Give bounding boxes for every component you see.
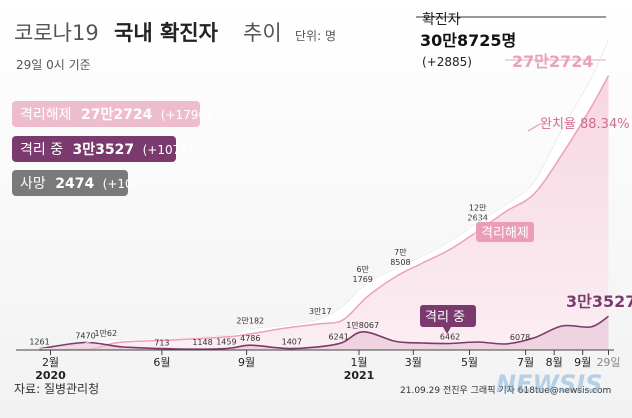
year-label-1: 2021: [344, 369, 375, 382]
data-label-1: 7470: [75, 332, 95, 341]
recovered-series-badge: [476, 222, 534, 242]
isolating-series-badge: [420, 305, 476, 327]
title-light: 코로나19: [14, 21, 99, 45]
svg-text:사망 2474 (+10): 사망 2474 (+10): [20, 176, 137, 192]
data-label-9: 3만17: [309, 307, 332, 316]
credit-label: 21.09.29 전진우 그래픽 기자 618tue@newsis.com: [400, 385, 611, 396]
x-tick-label-0: 2월: [42, 356, 59, 369]
data-label-7: 4786: [240, 334, 260, 343]
x-axis-ticks: 2월 6월 9월 1월 3월 5월 7월 8월 9월 29일 2020 2021: [35, 350, 621, 382]
total-delta: (+2885): [422, 55, 472, 69]
x-tick-label-8: 9월: [574, 356, 591, 369]
isolating-series-pointer: [443, 327, 451, 334]
legend-recovered: 격리해제 27만2724 (+1796): [12, 101, 211, 127]
legend-deaths-value: 2474: [55, 176, 94, 192]
data-label-2: 1만62: [94, 329, 117, 338]
data-label-13-0: 7만: [394, 248, 407, 257]
watermark: NEWSIS: [496, 370, 602, 398]
year-label-0: 2020: [35, 369, 66, 382]
legend-isolating-value: 3만3527: [73, 142, 135, 158]
data-label-0: 1261: [29, 338, 49, 347]
basis-label: 29일 0시 기준: [16, 58, 91, 72]
legend-deaths-label: 사망: [20, 176, 46, 192]
x-tick-label-4: 3월: [405, 356, 422, 369]
data-label-15-1: 2634: [468, 214, 488, 223]
data-label-14: 6462: [440, 333, 460, 342]
data-label-11-1: 1769: [353, 275, 373, 284]
recovered-series-label: 격리해제: [481, 226, 529, 241]
title-bold: 국내 확진자: [114, 21, 219, 45]
x-tick-label-5: 5월: [461, 356, 478, 369]
series-line-recovered: [39, 75, 610, 351]
data-label-13-1: 8508: [390, 258, 410, 267]
data-label-17: 6078: [510, 333, 530, 342]
x-tick-label-1: 6월: [153, 356, 170, 369]
series-area-isolating: [39, 316, 609, 350]
legend-recovered-value: 27만2724: [81, 107, 153, 123]
legend-recovered-label: 격리해제: [20, 107, 72, 123]
recovered-total-label: 27만2724: [512, 52, 594, 71]
x-tick-label-9: 29일: [596, 355, 620, 369]
completion-rate: 완치율 88.34%: [540, 117, 630, 132]
series-area-recovered: [39, 75, 609, 350]
isolating-series-label: 격리 중: [425, 310, 465, 325]
data-label-3: 1459: [216, 338, 236, 347]
data-label-5: 1148: [192, 338, 212, 347]
data-label-11-0: 6만: [356, 265, 369, 274]
x-tick-label-3: 1월: [350, 356, 367, 369]
data-label-16-0: 10만: [469, 217, 487, 226]
chart-areas: [39, 38, 610, 351]
isolating-total-label: 3만3527: [566, 292, 632, 311]
legend-isolating-delta: (+1079): [143, 143, 193, 157]
x-tick-label-6: 7월: [517, 356, 534, 369]
source-label: 자료: 질병관리청: [14, 382, 99, 396]
data-label-4: 713: [154, 338, 169, 347]
svg-text:격리해제 27만2724 (+179: 격리해제 27만2724 (+1796): [20, 107, 211, 123]
legend-isolating-label: 격리 중: [20, 142, 63, 158]
legend-deaths: 사망 2474 (+10): [12, 170, 137, 196]
data-label-8: 1407: [282, 338, 302, 347]
total-value: 30만8725명: [420, 31, 516, 50]
total-confirmed: 확진자 30만8725명 (+2885): [416, 12, 606, 69]
series-edge-confirmed: [39, 39, 609, 350]
legend-recovered-delta: (+1796): [161, 108, 211, 122]
x-tick-label-2: 9월: [238, 356, 255, 369]
total-label: 확진자: [422, 12, 461, 28]
svg-text:격리 중 3만3527 (+1079: 격리 중 3만3527 (+1079): [20, 142, 193, 158]
data-label-12: 1만8067: [346, 321, 379, 330]
legend-deaths-delta: (+10): [103, 177, 138, 191]
data-label-10: 6241: [329, 333, 349, 342]
x-tick-label-7: 8월: [546, 356, 563, 369]
legend-isolating: 격리 중 3만3527 (+1079): [12, 136, 193, 162]
title-tail: 추이: [243, 21, 282, 45]
data-label-15-0: 12만: [469, 204, 487, 213]
series-line-isolating: [39, 315, 609, 350]
data-label-6: 2만182: [236, 317, 264, 326]
unit-label: 단위: 명: [295, 29, 336, 43]
